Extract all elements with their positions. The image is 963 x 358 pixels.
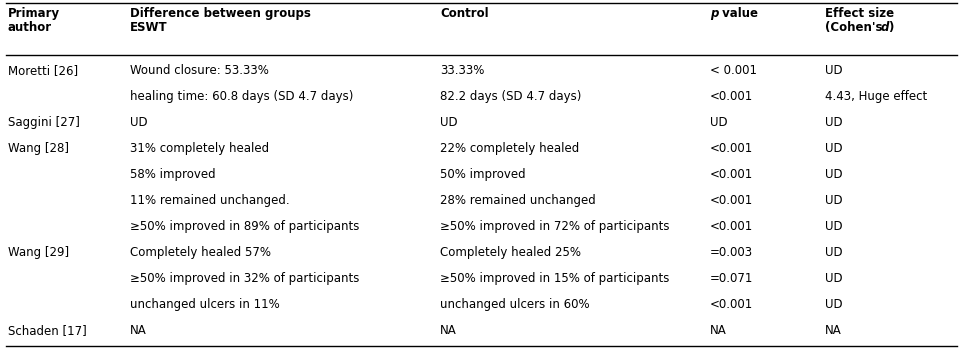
Text: <0.001: <0.001: [710, 90, 753, 103]
Text: ≥50% improved in 15% of participants: ≥50% improved in 15% of participants: [440, 272, 669, 285]
Text: 58% improved: 58% improved: [130, 168, 216, 181]
Text: ≥50% improved in 32% of participants: ≥50% improved in 32% of participants: [130, 272, 359, 285]
Text: UD: UD: [825, 64, 843, 77]
Text: =0.003: =0.003: [710, 246, 753, 259]
Text: ): ): [888, 21, 894, 34]
Text: Difference between groups: Difference between groups: [130, 7, 311, 20]
Text: 4.43, Huge effect: 4.43, Huge effect: [825, 90, 927, 103]
Text: author: author: [8, 21, 52, 34]
Text: (Cohen's: (Cohen's: [825, 21, 887, 34]
Text: d: d: [881, 21, 890, 34]
Text: 50% improved: 50% improved: [440, 168, 526, 181]
Text: p: p: [710, 7, 718, 20]
Text: Completely healed 57%: Completely healed 57%: [130, 246, 271, 259]
Text: NA: NA: [440, 324, 456, 337]
Text: Schaden [17]: Schaden [17]: [8, 324, 87, 337]
Text: unchanged ulcers in 60%: unchanged ulcers in 60%: [440, 298, 589, 311]
Text: 33.33%: 33.33%: [440, 64, 484, 77]
Text: < 0.001: < 0.001: [710, 64, 757, 77]
Text: ESWT: ESWT: [130, 21, 168, 34]
Text: Saggini [27]: Saggini [27]: [8, 116, 80, 129]
Text: Wang [29]: Wang [29]: [8, 246, 69, 259]
Text: =0.071: =0.071: [710, 272, 753, 285]
Text: Wound closure: 53.33%: Wound closure: 53.33%: [130, 64, 269, 77]
Text: 31% completely healed: 31% completely healed: [130, 142, 269, 155]
Text: UD: UD: [710, 116, 728, 129]
Text: Primary: Primary: [8, 7, 60, 20]
Text: Moretti [26]: Moretti [26]: [8, 64, 78, 77]
Text: UD: UD: [130, 116, 147, 129]
Text: NA: NA: [130, 324, 146, 337]
Text: UD: UD: [825, 168, 843, 181]
Text: <0.001: <0.001: [710, 220, 753, 233]
Text: UD: UD: [825, 272, 843, 285]
Text: UD: UD: [825, 246, 843, 259]
Text: <0.001: <0.001: [710, 194, 753, 207]
Text: UD: UD: [825, 298, 843, 311]
Text: value: value: [718, 7, 758, 20]
Text: NA: NA: [710, 324, 727, 337]
Text: 28% remained unchanged: 28% remained unchanged: [440, 194, 596, 207]
Text: 11% remained unchanged.: 11% remained unchanged.: [130, 194, 290, 207]
Text: UD: UD: [825, 142, 843, 155]
Text: Control: Control: [440, 7, 488, 20]
Text: healing time: 60.8 days (SD 4.7 days): healing time: 60.8 days (SD 4.7 days): [130, 90, 353, 103]
Text: UD: UD: [825, 116, 843, 129]
Text: NA: NA: [825, 324, 842, 337]
Text: ≥50% improved in 89% of participants: ≥50% improved in 89% of participants: [130, 220, 359, 233]
Text: UD: UD: [825, 220, 843, 233]
Text: <0.001: <0.001: [710, 142, 753, 155]
Text: Wang [28]: Wang [28]: [8, 142, 69, 155]
Text: Completely healed 25%: Completely healed 25%: [440, 246, 581, 259]
Text: 22% completely healed: 22% completely healed: [440, 142, 580, 155]
Text: 82.2 days (SD 4.7 days): 82.2 days (SD 4.7 days): [440, 90, 582, 103]
Text: <0.001: <0.001: [710, 168, 753, 181]
Text: ≥50% improved in 72% of participants: ≥50% improved in 72% of participants: [440, 220, 669, 233]
Text: <0.001: <0.001: [710, 298, 753, 311]
Text: unchanged ulcers in 11%: unchanged ulcers in 11%: [130, 298, 279, 311]
Text: Effect size: Effect size: [825, 7, 894, 20]
Text: UD: UD: [825, 194, 843, 207]
Text: UD: UD: [440, 116, 457, 129]
